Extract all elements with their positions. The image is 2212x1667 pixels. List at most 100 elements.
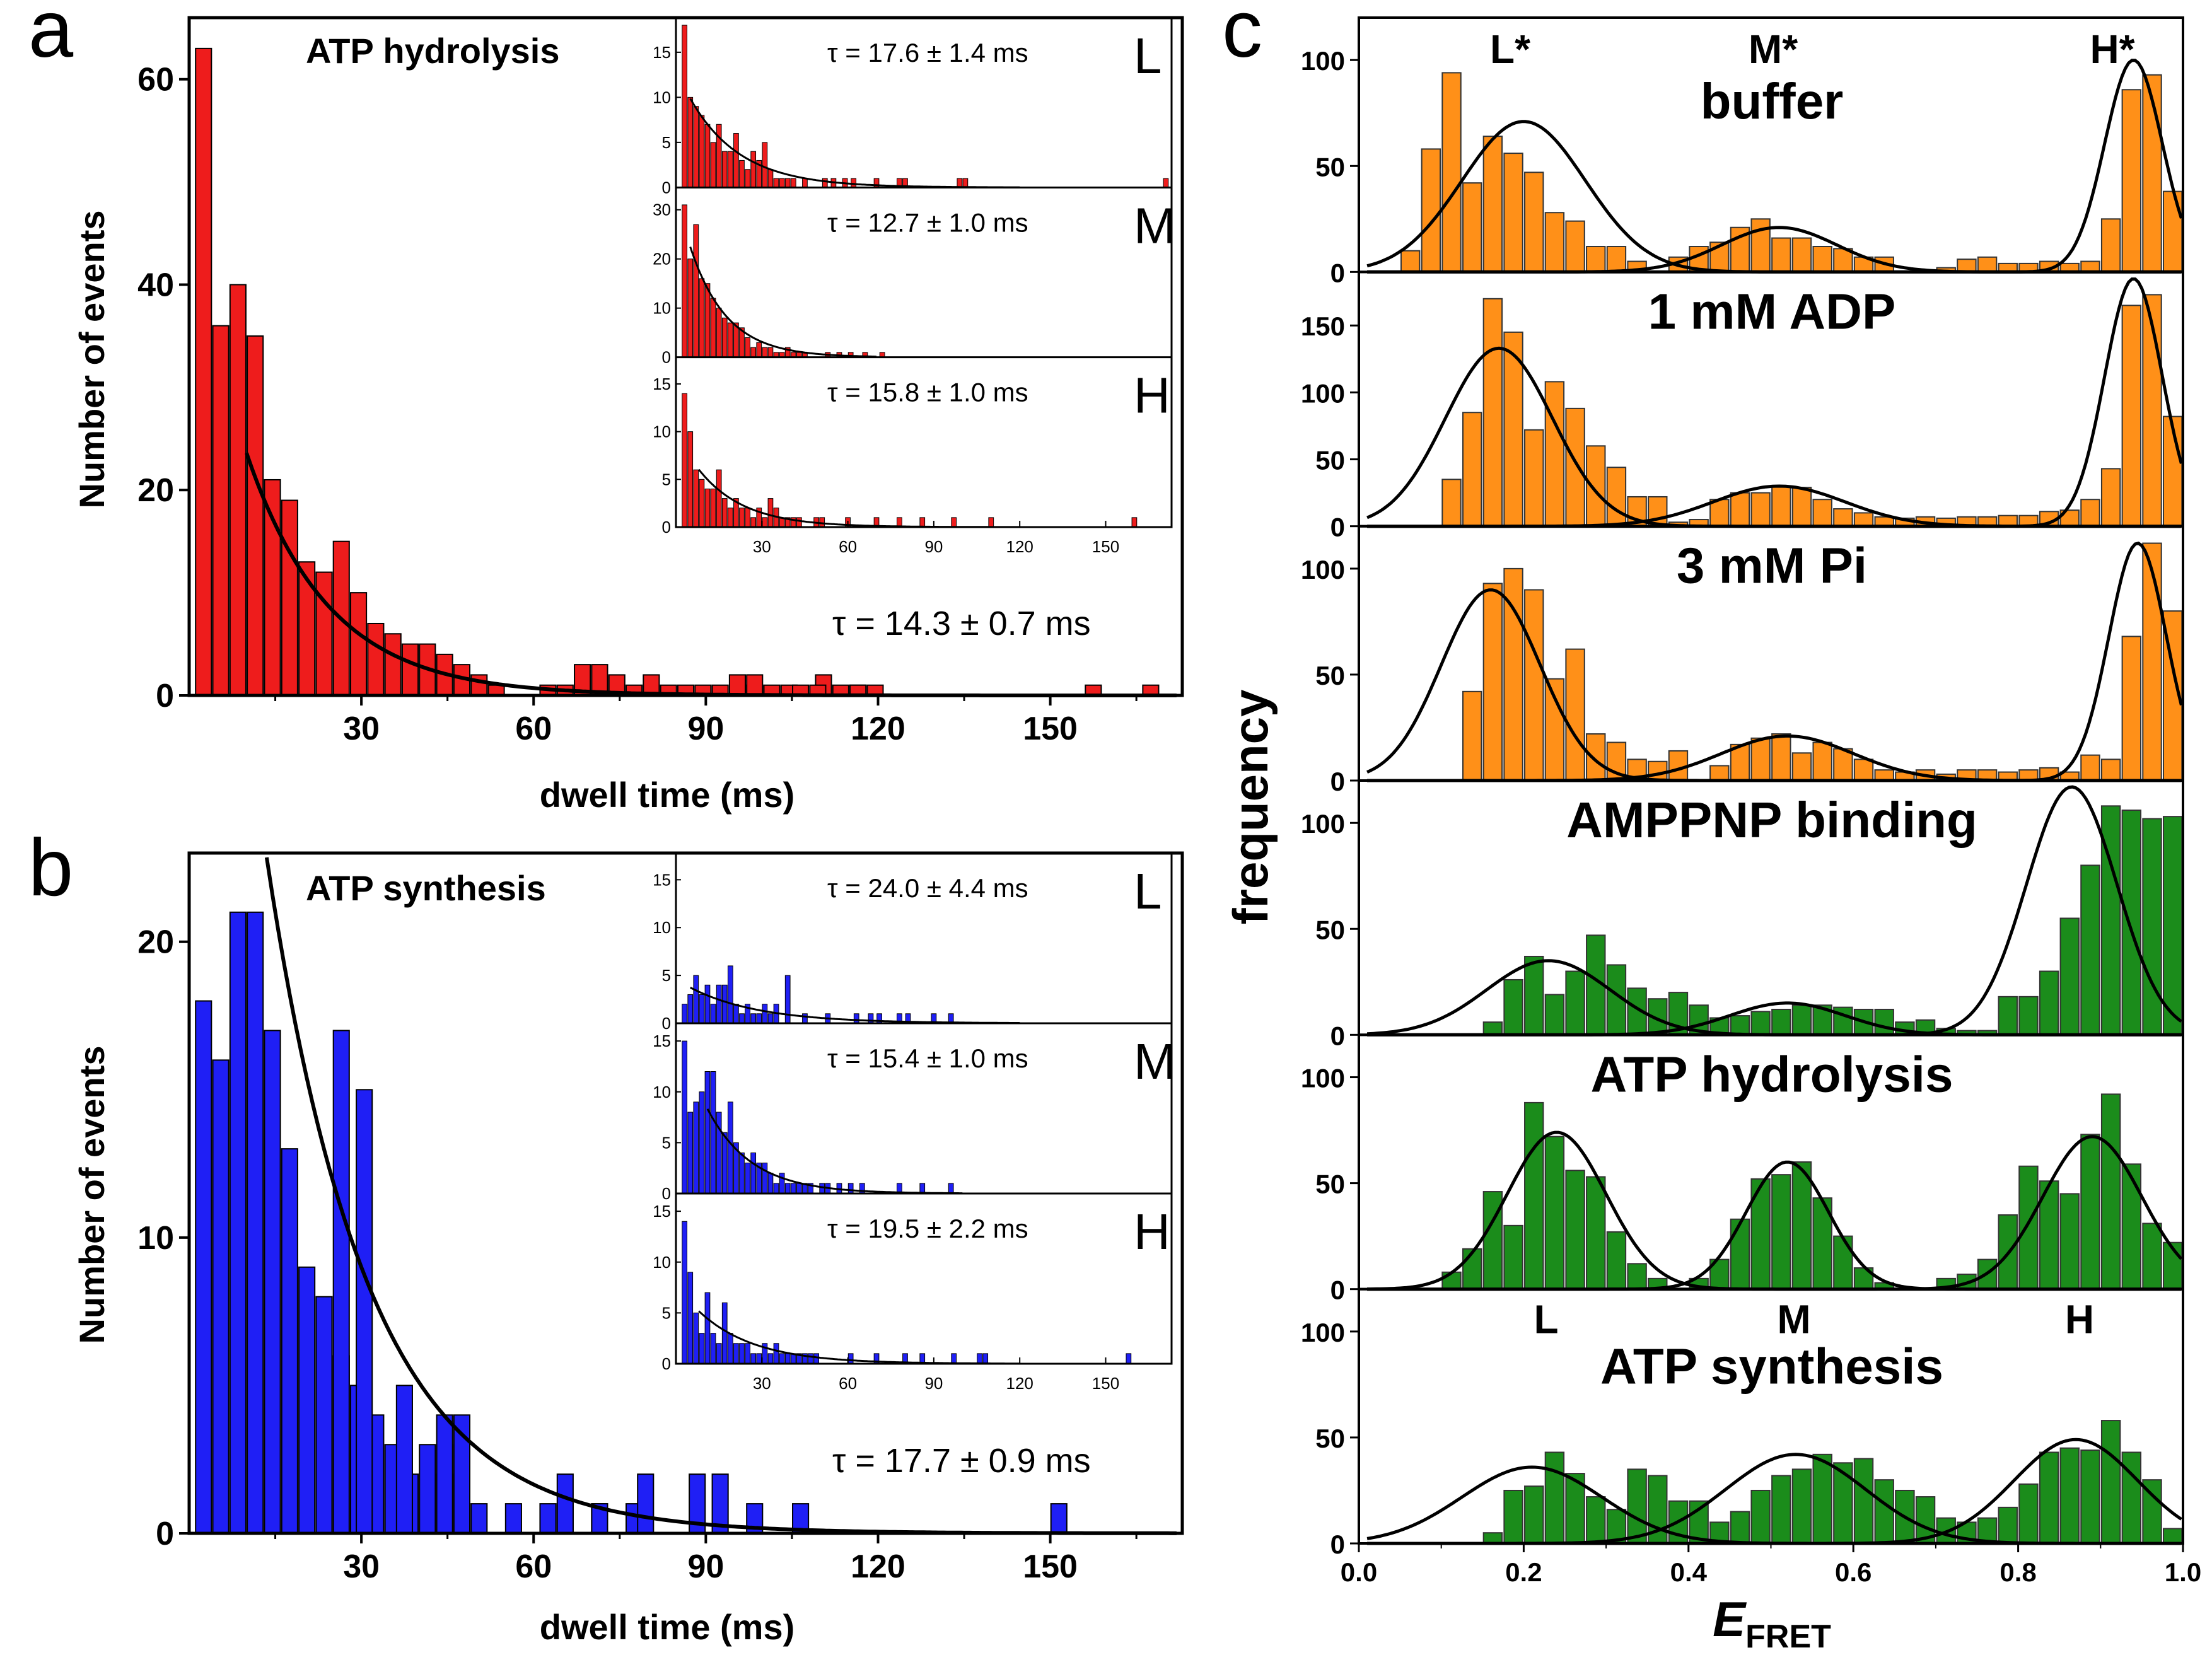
inset-frame bbox=[675, 852, 1173, 1365]
freq-bar bbox=[1853, 758, 1874, 782]
inset-y-tick-label: 10 bbox=[653, 918, 671, 937]
inset-bar bbox=[739, 1153, 745, 1194]
inset-bar bbox=[982, 1353, 989, 1364]
bar bbox=[384, 633, 402, 696]
inset-bar bbox=[693, 975, 699, 1024]
inset-x-tick-label: 120 bbox=[1006, 1374, 1033, 1393]
freq-bar bbox=[2121, 1163, 2142, 1290]
inset-y-tick-label: 15 bbox=[653, 43, 671, 62]
freq-bar bbox=[2100, 1420, 2121, 1545]
freq-bar bbox=[1544, 994, 1565, 1036]
inset-bar bbox=[790, 178, 796, 188]
freq-bar bbox=[1730, 1511, 1750, 1544]
state-label-bottom: H bbox=[2065, 1297, 2094, 1342]
freq-bar bbox=[1565, 970, 1585, 1036]
freq-bar bbox=[1462, 182, 1482, 273]
inset-bar bbox=[704, 1292, 711, 1364]
chart-panel-a: Number of events dwell time (ms) ATP hyd… bbox=[72, 16, 1184, 815]
freq-bar bbox=[1791, 1468, 1812, 1544]
inset-bar bbox=[687, 96, 694, 188]
inset-bar bbox=[693, 1312, 699, 1364]
freq-bar bbox=[1750, 737, 1771, 782]
inset-bar bbox=[716, 308, 722, 358]
freq-bar bbox=[2121, 89, 2142, 273]
inset-bar bbox=[756, 342, 762, 358]
inset-bar bbox=[716, 124, 722, 188]
freq-bar bbox=[1400, 250, 1421, 273]
inset-bar bbox=[693, 106, 699, 188]
inset-bar bbox=[773, 178, 779, 188]
inset-bar bbox=[847, 1353, 854, 1364]
freq-bar bbox=[1441, 479, 1462, 527]
bar bbox=[264, 1030, 281, 1534]
inset-bar bbox=[868, 1013, 874, 1024]
inset-bar bbox=[704, 1071, 711, 1194]
freq-bar bbox=[1812, 246, 1832, 273]
inset-bar bbox=[919, 517, 926, 528]
freq-bar bbox=[1606, 1231, 1627, 1290]
freq-bar bbox=[2100, 468, 2121, 527]
freq-bar bbox=[1544, 1136, 1565, 1290]
inset-y-tick-label: 5 bbox=[662, 1133, 671, 1152]
freq-bar bbox=[1977, 256, 1998, 273]
inset-bar bbox=[727, 1333, 733, 1364]
inset-group-b: 0 5 10 15 τ = 24.0 ± 4.4 ms L 0 5 10 15 τ = 15.4 ±… bbox=[653, 852, 1176, 1393]
x-tick-label: 0.0 bbox=[1341, 1557, 1377, 1587]
x-tick-label: 90 bbox=[687, 1548, 724, 1585]
bar bbox=[470, 674, 488, 696]
inset-bar bbox=[784, 178, 791, 188]
freq-bar bbox=[1441, 1271, 1462, 1290]
y-tick-label: 20 bbox=[137, 924, 174, 961]
bar bbox=[556, 1473, 574, 1534]
inset-bar bbox=[951, 1353, 957, 1364]
inset-bar bbox=[847, 1183, 854, 1194]
inset-bar bbox=[745, 169, 750, 188]
inset-bar bbox=[779, 1353, 785, 1364]
chart-panel-c: frequency EFRET 0 50 100 buffer 0 50 100 150 1 m… bbox=[1223, 16, 2201, 1655]
freq-bar bbox=[1565, 648, 1585, 781]
freq-bar bbox=[1709, 499, 1730, 527]
freq-bar bbox=[2121, 810, 2142, 1036]
inset-bar bbox=[682, 204, 687, 358]
inset-bar bbox=[750, 1013, 757, 1024]
inset-y-tick-label: 0 bbox=[662, 178, 671, 197]
freq-bar bbox=[1730, 1218, 1750, 1290]
inset-bar bbox=[739, 1013, 745, 1024]
chart-title-b: ATP synthesis bbox=[306, 868, 546, 908]
inset-bar bbox=[710, 142, 716, 188]
freq-bar bbox=[1833, 748, 1853, 782]
inset-state-label: H bbox=[1134, 1204, 1170, 1260]
bar bbox=[264, 479, 281, 696]
inset-bar bbox=[750, 1153, 757, 1194]
inset-bar bbox=[750, 1353, 757, 1364]
inset-state-label: M bbox=[1134, 197, 1176, 253]
inset-bar bbox=[733, 1343, 739, 1364]
freq-bar bbox=[1771, 1174, 1791, 1290]
y-tick-label: 0 bbox=[1330, 1530, 1345, 1559]
freq-bar bbox=[1586, 246, 1606, 273]
inset-bar bbox=[710, 298, 716, 358]
subplot-title: 3 mM Pi bbox=[1677, 538, 1867, 594]
freq-bar bbox=[1586, 733, 1606, 781]
inset-bar bbox=[790, 1183, 796, 1194]
inset-x-tick-label: 150 bbox=[1092, 1374, 1119, 1393]
inset-bar bbox=[699, 1333, 705, 1364]
freq-bar bbox=[1544, 381, 1565, 527]
inset-x-tick-label: 60 bbox=[839, 1374, 857, 1393]
freq-bar bbox=[1606, 467, 1627, 527]
inset-bar bbox=[716, 1343, 722, 1364]
inset-x-tick-label: 120 bbox=[1006, 537, 1033, 556]
freq-bar bbox=[2018, 996, 2039, 1036]
inset-bar bbox=[750, 151, 757, 188]
inset-bar bbox=[682, 1040, 687, 1194]
axis-title-x-c: EFRET bbox=[1713, 1591, 1831, 1655]
inset-y-tick-label: 15 bbox=[653, 870, 671, 889]
tau-label-a: τ = 14.3 ± 0.7 ms bbox=[832, 605, 1091, 642]
axis-title-y-b: Number of events bbox=[72, 1046, 112, 1344]
axis-title-y-c: frequency bbox=[1223, 690, 1278, 925]
freq-bar bbox=[2162, 1528, 2183, 1544]
inset-bar bbox=[727, 965, 733, 1024]
freq-bar bbox=[1771, 1009, 1791, 1036]
freq-bar bbox=[1544, 212, 1565, 273]
inset-tau-label: τ = 17.6 ± 1.4 ms bbox=[827, 38, 1028, 67]
